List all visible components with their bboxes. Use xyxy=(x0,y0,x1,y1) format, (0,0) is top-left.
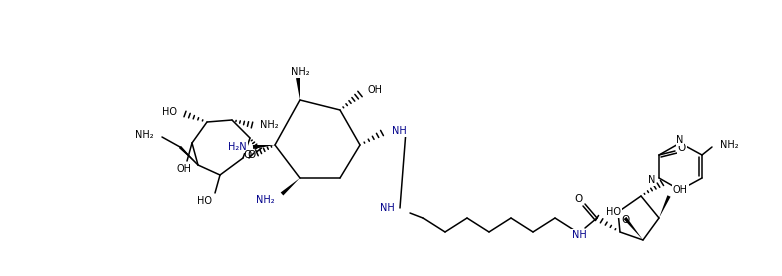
Text: N: N xyxy=(676,135,683,145)
Text: N: N xyxy=(647,175,655,185)
Text: HO: HO xyxy=(162,107,177,117)
Text: NH: NH xyxy=(572,230,586,240)
Text: NH: NH xyxy=(380,203,395,213)
Text: OH: OH xyxy=(368,85,383,95)
Text: NH: NH xyxy=(392,126,407,136)
Text: O: O xyxy=(244,150,252,160)
Text: O: O xyxy=(575,194,583,204)
Text: NH₂: NH₂ xyxy=(720,140,739,150)
Polygon shape xyxy=(253,145,275,149)
Polygon shape xyxy=(624,217,643,240)
Text: HO: HO xyxy=(197,196,212,206)
Text: OH: OH xyxy=(673,185,688,195)
Text: NH₂: NH₂ xyxy=(291,67,310,77)
Polygon shape xyxy=(296,78,300,100)
Text: H₂N: H₂N xyxy=(228,142,247,152)
Polygon shape xyxy=(659,195,671,218)
Text: NH₂: NH₂ xyxy=(256,195,275,205)
Polygon shape xyxy=(281,178,300,195)
Polygon shape xyxy=(179,146,198,165)
Text: O: O xyxy=(622,215,630,225)
Text: O: O xyxy=(248,150,256,160)
Text: NH₂: NH₂ xyxy=(135,130,154,140)
Text: HO: HO xyxy=(606,207,621,217)
Text: O: O xyxy=(678,143,686,153)
Text: NH₂: NH₂ xyxy=(260,120,278,130)
Text: OH: OH xyxy=(177,164,192,174)
